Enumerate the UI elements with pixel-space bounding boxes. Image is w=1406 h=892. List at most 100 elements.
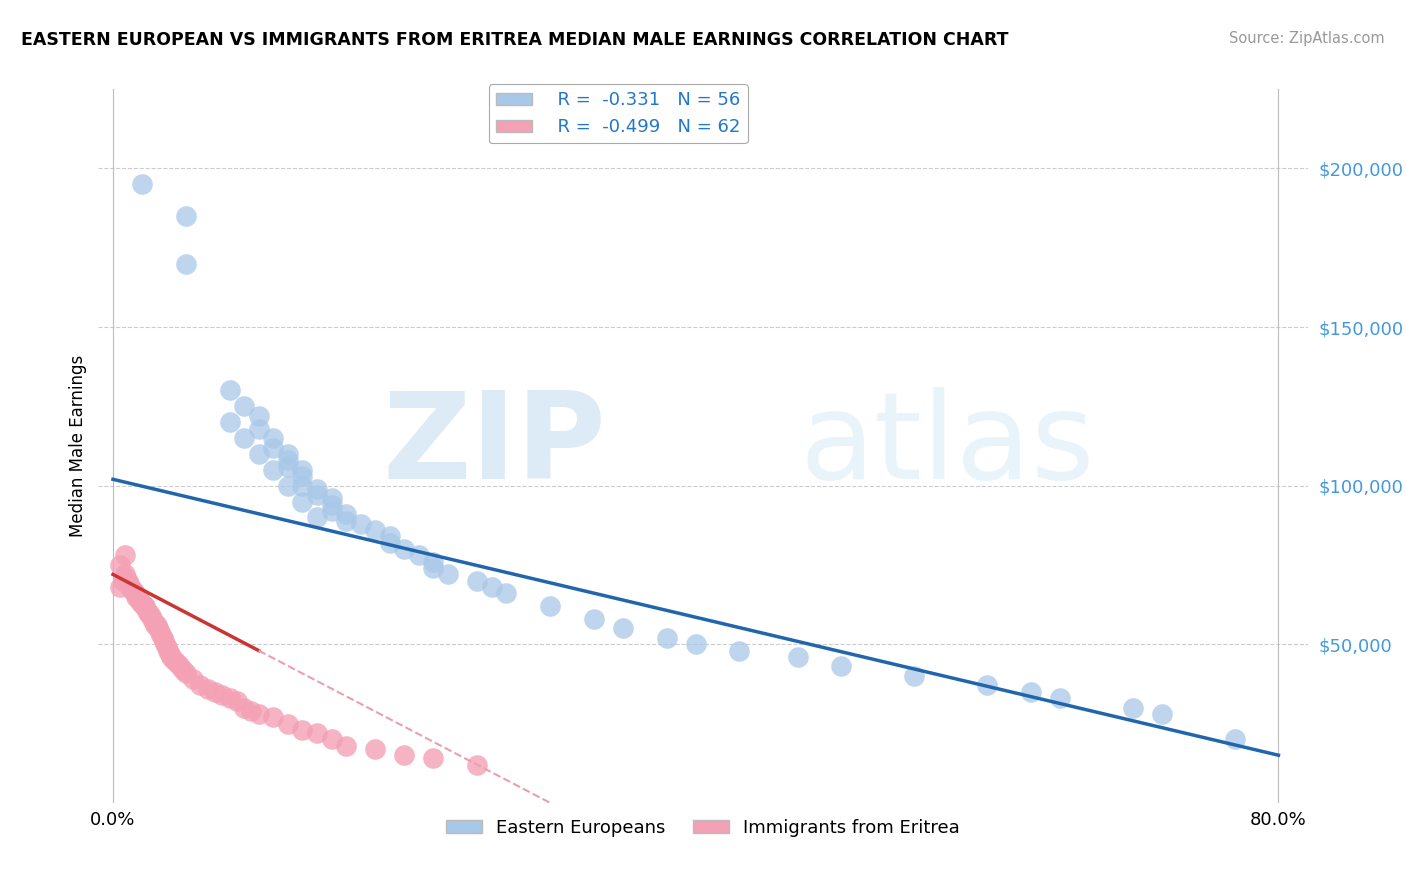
Point: [364, 523, 387, 537]
Point: [159, 647, 181, 661]
Text: Source: ZipAtlas.com: Source: ZipAtlas.com: [1229, 31, 1385, 46]
Point: [156, 640, 179, 655]
Point: [174, 665, 197, 680]
Point: [481, 580, 503, 594]
Point: [1019, 685, 1042, 699]
Point: [174, 209, 197, 223]
Point: [247, 421, 270, 435]
Point: [262, 431, 284, 445]
Point: [350, 516, 373, 531]
Point: [291, 463, 314, 477]
Point: [225, 694, 247, 708]
Point: [240, 704, 263, 718]
Point: [582, 612, 605, 626]
Point: [110, 558, 132, 572]
Point: [114, 567, 136, 582]
Point: [149, 624, 172, 639]
Point: [181, 672, 204, 686]
Point: [305, 482, 328, 496]
Point: [218, 415, 240, 429]
Point: [218, 384, 240, 398]
Point: [422, 555, 444, 569]
Point: [121, 583, 143, 598]
Point: [134, 599, 156, 614]
Point: [146, 621, 169, 635]
Point: [233, 700, 256, 714]
Point: [335, 507, 357, 521]
Point: [204, 685, 226, 699]
Point: [172, 663, 194, 677]
Point: [143, 618, 166, 632]
Point: [112, 574, 135, 588]
Point: [291, 469, 314, 483]
Point: [364, 742, 387, 756]
Point: [262, 710, 284, 724]
Point: [211, 688, 233, 702]
Point: [136, 606, 159, 620]
Point: [117, 574, 139, 588]
Point: [125, 590, 148, 604]
Point: [378, 535, 401, 549]
Point: [247, 447, 270, 461]
Point: [437, 567, 460, 582]
Point: [157, 643, 180, 657]
Point: [321, 504, 343, 518]
Point: [110, 580, 132, 594]
Point: [153, 634, 176, 648]
Point: [114, 549, 136, 563]
Point: [1049, 691, 1071, 706]
Point: [394, 542, 416, 557]
Point: [127, 590, 149, 604]
Point: [321, 491, 343, 506]
Point: [538, 599, 561, 614]
Point: [335, 739, 357, 753]
Point: [321, 732, 343, 747]
Point: [1223, 732, 1246, 747]
Point: [197, 681, 219, 696]
Point: [465, 757, 488, 772]
Point: [495, 586, 517, 600]
Text: EASTERN EUROPEAN VS IMMIGRANTS FROM ERITREA MEDIAN MALE EARNINGS CORRELATION CHA: EASTERN EUROPEAN VS IMMIGRANTS FROM ERIT…: [21, 31, 1008, 49]
Point: [163, 653, 186, 667]
Point: [131, 596, 153, 610]
Text: ZIP: ZIP: [382, 387, 606, 505]
Point: [132, 599, 155, 614]
Point: [655, 631, 678, 645]
Point: [115, 571, 138, 585]
Point: [155, 637, 177, 651]
Point: [786, 649, 808, 664]
Point: [685, 637, 707, 651]
Point: [277, 453, 299, 467]
Point: [141, 612, 163, 626]
Point: [321, 498, 343, 512]
Point: [190, 678, 212, 692]
Point: [830, 659, 852, 673]
Point: [142, 615, 165, 629]
Point: [903, 669, 925, 683]
Point: [233, 400, 256, 414]
Point: [394, 748, 416, 763]
Point: [305, 488, 328, 502]
Point: [378, 529, 401, 543]
Point: [277, 478, 299, 492]
Point: [305, 726, 328, 740]
Point: [152, 631, 174, 645]
Point: [465, 574, 488, 588]
Point: [169, 659, 191, 673]
Point: [135, 602, 157, 616]
Point: [1150, 706, 1173, 721]
Point: [145, 618, 167, 632]
Point: [262, 463, 284, 477]
Point: [129, 596, 152, 610]
Point: [166, 657, 188, 671]
Point: [291, 494, 314, 508]
Point: [291, 478, 314, 492]
Point: [139, 608, 162, 623]
Point: [291, 723, 314, 737]
Point: [118, 577, 141, 591]
Point: [218, 691, 240, 706]
Point: [150, 628, 173, 642]
Point: [277, 459, 299, 474]
Point: [160, 649, 183, 664]
Point: [262, 441, 284, 455]
